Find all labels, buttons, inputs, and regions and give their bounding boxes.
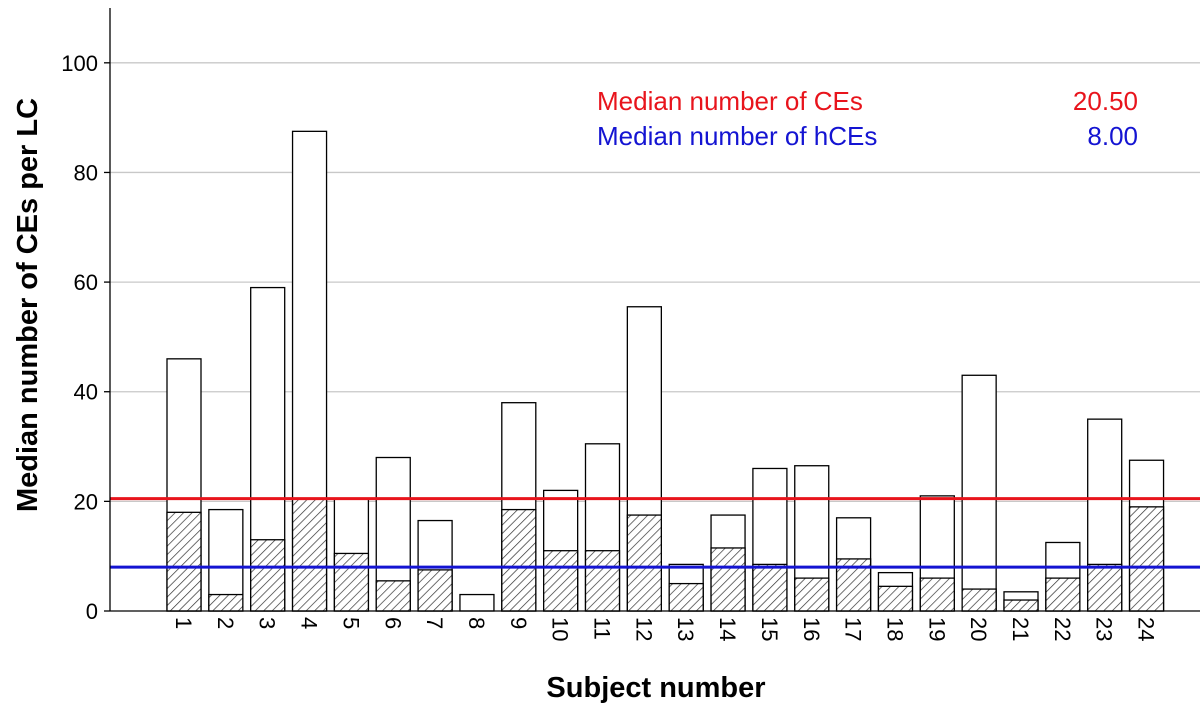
legend-label: Median number of hCEs [597, 121, 877, 151]
x-tick-label: 13 [673, 617, 698, 641]
bar-hatched [710, 547, 746, 612]
x-tick-label: 4 [297, 617, 322, 629]
x-tick-label: 24 [1134, 617, 1159, 641]
x-tick-label: 21 [1008, 617, 1033, 641]
x-tick-label: 8 [464, 617, 489, 629]
bar-hatched [417, 569, 453, 612]
legend: Median number of CEs 20.50 Median number o… [597, 86, 1138, 151]
x-tick-label: 14 [715, 617, 740, 641]
x-tick-label: 12 [631, 617, 656, 641]
bar-hatched [752, 563, 788, 612]
bar-hatched [919, 577, 955, 612]
x-tick-label: 3 [255, 617, 280, 629]
x-axis-title: Subject number [546, 672, 765, 704]
bar-total [459, 593, 495, 612]
bars [166, 130, 1165, 612]
bar-hatched [1128, 506, 1165, 612]
legend-value: 20.50 [1073, 86, 1138, 116]
x-tick-label: 20 [966, 617, 991, 641]
x-tick-label: 16 [799, 617, 824, 641]
bar-hatched [626, 514, 662, 612]
x-tick-labels: 1 2 3 4 5 6 7 8 9 10 11 12 13 14 15 16 17 18 19 20 21 22 23 24 [171, 617, 1159, 641]
gridlines [110, 62, 1200, 503]
bar-hatched [543, 550, 579, 612]
bar-hatched [166, 511, 202, 612]
y-axis-title: Median number of CEs per LC [12, 98, 44, 512]
y-tick-label: 20 [74, 489, 98, 514]
bar-hatched [291, 497, 328, 612]
y-tick-labels: 0 20 40 60 80 100 [61, 51, 98, 624]
axes [104, 8, 1200, 612]
reference-lines [110, 497, 1200, 569]
bar-hatched [668, 582, 704, 612]
bar-hatched [1045, 577, 1081, 612]
x-tick-label: 9 [506, 617, 531, 629]
bar-hatched [794, 577, 830, 612]
y-tick-label: 100 [61, 51, 98, 76]
x-tick-label: 10 [548, 617, 573, 641]
legend-value: 8.00 [1087, 121, 1138, 151]
y-tick-label: 40 [74, 380, 98, 405]
x-tick-label: 2 [213, 617, 238, 629]
bar-hatched [584, 550, 621, 612]
x-tick-label: 17 [841, 617, 866, 641]
x-tick-label: 11 [590, 617, 615, 640]
x-tick-label: 19 [924, 617, 949, 641]
bar-hatched [333, 552, 370, 612]
y-tick-label: 80 [74, 160, 98, 185]
x-tick-label: 6 [380, 617, 405, 629]
bar-hatched [877, 585, 914, 612]
y-tick-label: 60 [74, 270, 98, 295]
y-tick-label: 0 [86, 599, 98, 624]
bar-hatched [250, 539, 286, 612]
legend-label: Median number of CEs [597, 86, 863, 116]
bar-hatched [1003, 599, 1039, 612]
bar-hatched [375, 580, 411, 612]
bar-hatched [501, 508, 537, 612]
x-tick-label: 15 [757, 617, 782, 641]
x-tick-label: 22 [1050, 617, 1075, 641]
x-tick-label: 1 [171, 617, 196, 629]
x-tick-label: 23 [1092, 617, 1117, 641]
bar-hatched [208, 593, 244, 612]
x-tick-label: 5 [338, 617, 363, 629]
bar-hatched [1087, 563, 1123, 612]
x-tick-label: 18 [882, 617, 907, 641]
bar-hatched [961, 588, 997, 612]
x-tick-label: 7 [422, 617, 447, 629]
bar-total [961, 374, 997, 612]
